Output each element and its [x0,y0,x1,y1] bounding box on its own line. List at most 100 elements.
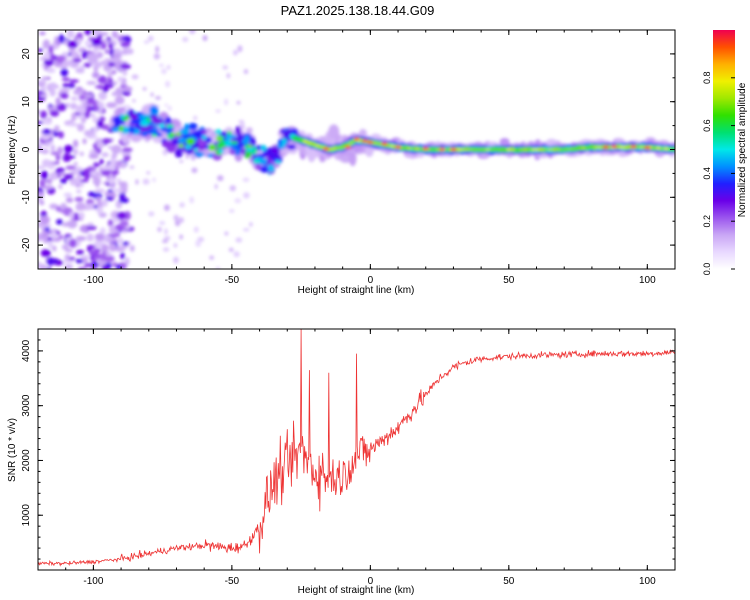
spectrogram-cell [99,227,106,235]
spectrogram-cell [128,125,135,135]
colorbar-tick-label: 0.4 [702,167,712,180]
spectrogram-cell [165,124,175,129]
spectrogram-cell [111,188,122,193]
snr-x-axis-label: Height of straight line (km) [298,585,415,596]
spectrogram-cell [209,255,215,260]
spectrogram-cell [119,220,129,227]
spectrogram-cell [69,79,80,83]
spectrogram-cell [229,185,236,192]
spectrogram-cell [102,39,110,43]
spectrogram-cell [62,83,70,88]
spectrogram-cell [96,119,104,129]
spectrogram-cell [39,179,46,188]
spectrogram-cell [229,209,235,213]
spectrogram-cell [208,144,217,151]
spectrogram-cell [185,154,189,160]
spectrogram-cell [122,241,129,246]
spectrogram-cell [93,256,101,260]
spectrogram-cell [67,82,76,89]
spectrogram-cell [101,264,109,269]
spectrogram-cell [112,232,121,238]
spectrogram-cell [655,146,661,150]
spectrogram-cell [456,147,462,152]
spectrogram-cell [42,236,48,244]
spectrogram-cell [94,188,106,193]
spectrogram-cell [81,50,88,60]
spectrogram-cell [178,137,186,144]
spectrogram-cell [568,147,574,151]
spectrogram-cell [116,245,127,250]
spectrogram-cell [38,48,44,53]
spectrogram-cell [55,167,65,173]
spectrogram-cell [107,72,116,76]
spectrogram-cell [622,145,628,149]
spectrogram-cell [101,138,113,144]
spectrogram-cell [141,131,149,137]
spectrogram-cell [185,137,195,145]
spectrogram-cell [192,130,203,139]
spectrogram-cell [195,240,202,247]
spectrogram-cell [78,212,85,219]
spectrogram-cell [116,211,127,220]
spectrogram-cell [167,105,172,111]
spectrogram-cell [94,61,102,69]
spectrogram-cell [121,62,128,71]
spectrogram-cell [79,178,89,183]
spectrogram-cell [522,147,528,152]
spectrogram-cell [89,112,96,118]
spectrogram-cell [431,147,437,152]
spectrogram-cell [107,145,113,150]
spectrogram-cell [243,192,250,199]
spectrogram-cell [75,189,82,194]
spectrogram-x-tick-label: -50 [225,275,240,286]
spectrogram-cell [75,202,87,211]
spectrogram-cell [146,171,151,175]
snr-x-tick-label: -50 [225,576,240,587]
spectrogram-cell [100,60,107,66]
spectrogram-cell [106,102,118,109]
spectrogram-cell [112,218,120,223]
spectrogram-cell [83,101,88,109]
spectrogram-cell [189,196,195,204]
spectrogram-cell [70,102,77,110]
spectrogram-cell [84,30,92,36]
spectrogram-cell [192,115,198,121]
spectrogram-cell [50,144,56,152]
spectrogram-cell [435,147,441,152]
spectrogram-cell [473,147,479,152]
spectrogram-cell [71,112,77,121]
spectrogram-cell [193,148,198,152]
colorbar-tick-label: 0.6 [702,119,712,132]
spectrogram-cell [39,31,46,36]
spectrogram-cell [90,38,102,47]
spectrogram-cell [130,112,138,122]
spectrogram-cell [344,145,352,149]
spectrogram-cell [61,223,70,227]
spectrogram-cell [70,51,79,59]
spectrogram-cell [75,249,85,255]
spectrogram-cell [179,234,183,240]
spectrogram-cell [298,138,304,142]
spectrogram-cell [42,39,50,49]
spectrogram-cell [82,138,87,145]
spectrogram-cell [224,231,229,236]
spectrogram-cell [531,147,537,152]
spectrogram-cell [181,202,185,208]
spectrogram-cell [101,169,111,177]
spectrogram-cell [335,146,341,150]
spectrogram-cell [361,139,369,143]
spectrogram-cell [38,233,43,242]
spectrogram-cell [87,55,99,64]
spectrogram-cell [178,143,184,148]
spectrogram-cell [439,147,446,152]
spectrogram-cell [174,148,183,158]
spectrogram-cell [306,141,312,145]
spectrogram-cell [63,173,74,180]
colorbar-tick-label: 0.8 [702,72,712,85]
spectrogram-cell [104,83,115,87]
spectrogram-cell [110,157,117,167]
spectrogram-cell [252,159,261,163]
spectrogram-cell [72,139,79,148]
spectrogram-cell [46,257,55,266]
spectrogram-cell [224,140,233,147]
